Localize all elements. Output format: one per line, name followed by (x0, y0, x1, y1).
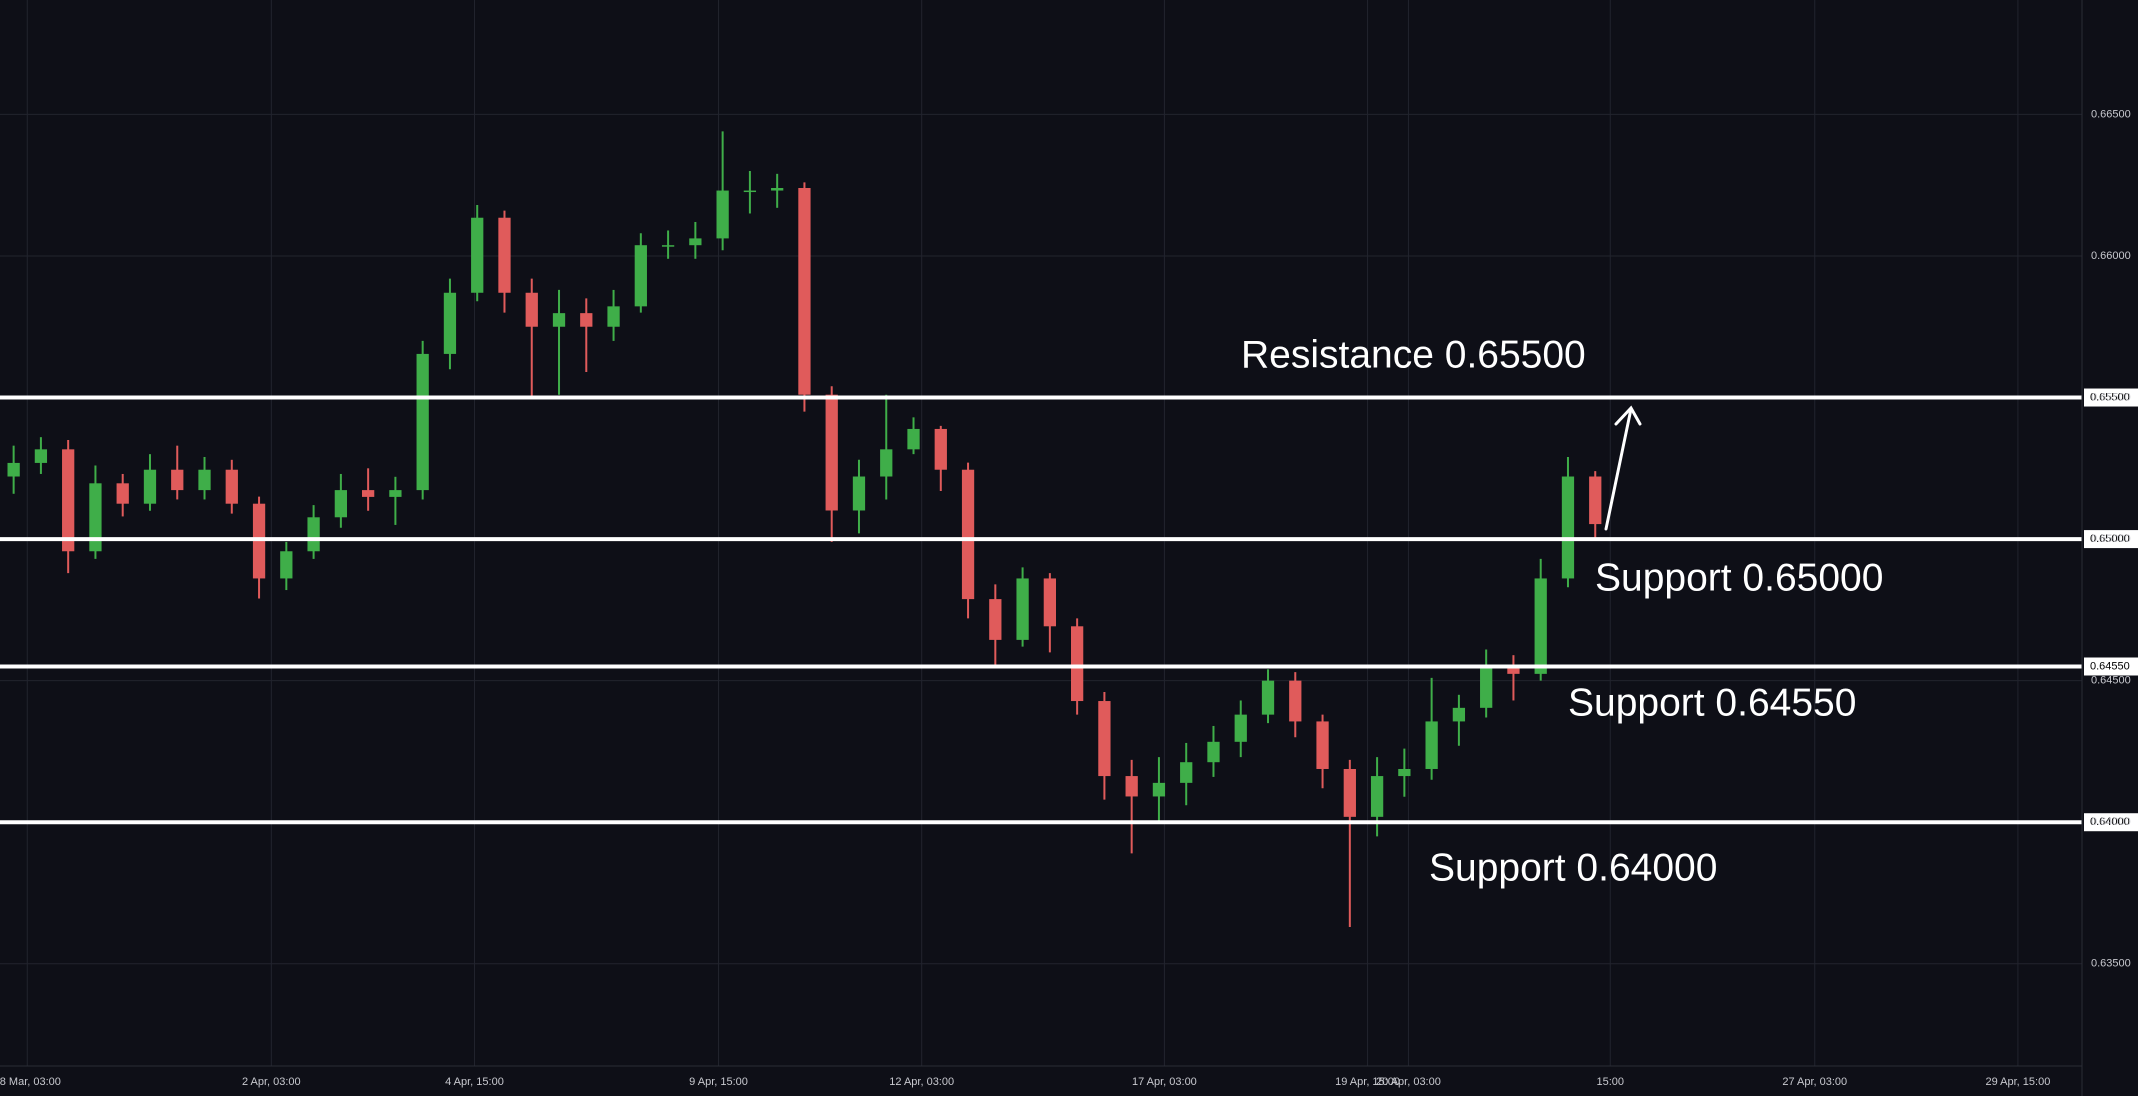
candle-body (498, 217, 511, 293)
candle-body (1452, 707, 1466, 722)
x-tick-label: 4 Apr, 15:00 (445, 1076, 504, 1088)
candle-body (1180, 762, 1193, 783)
candle-body (1561, 476, 1575, 579)
candle-body (771, 188, 784, 191)
candle-body (907, 428, 920, 450)
candle-body (416, 353, 429, 491)
candle-body (1070, 626, 1084, 702)
x-tick-label: 12 Apr, 03:00 (889, 1076, 954, 1088)
candle-body (1261, 680, 1275, 715)
level-price-label: 0.64550 (2090, 660, 2130, 672)
candle-body (716, 190, 729, 239)
arrow-head (1614, 405, 1642, 426)
level-price-label: 0.65000 (2090, 533, 2130, 545)
arrow-shaft (1604, 407, 1633, 531)
level-price-label: 0.65500 (2090, 391, 2130, 403)
candle-body (34, 449, 48, 463)
y-tick-label: 0.65500 (2091, 391, 2131, 403)
candle-body (62, 449, 75, 552)
candle-body (1480, 667, 1493, 708)
candle-body (1398, 768, 1411, 777)
candle-body (1589, 476, 1602, 525)
candle-body (1152, 782, 1166, 797)
candle-body (1016, 578, 1029, 640)
candle-body (1507, 667, 1520, 674)
y-tick-label: 0.63500 (2091, 958, 2131, 970)
level-price-box (2084, 657, 2138, 676)
candle-body (1343, 768, 1356, 817)
candle-body (1234, 714, 1247, 742)
level-annotation: Support 0.65000 (1595, 556, 1883, 599)
candle-body (1534, 578, 1547, 674)
candle-body (634, 245, 647, 307)
y-tick-label: 0.66000 (2091, 250, 2131, 262)
candle-body (661, 245, 675, 247)
x-tick-label: 28 Mar, 03:00 (0, 1076, 61, 1088)
y-tick-label: 0.65000 (2091, 533, 2131, 545)
candle-body (116, 483, 129, 504)
level-annotation: Resistance 0.65500 (1241, 333, 1586, 376)
arrow (1604, 405, 1642, 531)
x-tick-label: 20 Apr, 03:00 (1376, 1076, 1441, 1088)
candle-body (552, 313, 566, 327)
candle-body (389, 490, 402, 497)
candle-body (89, 483, 102, 552)
candle-body (798, 188, 811, 395)
candle-body (1043, 578, 1056, 627)
candle-body (280, 551, 293, 579)
level-annotation: Support 0.64000 (1429, 846, 1717, 889)
candle-body (443, 292, 457, 354)
candle-body (171, 469, 184, 491)
candle-body (689, 238, 702, 246)
x-tick-label: 29 Apr, 15:00 (1985, 1076, 2050, 1088)
x-tick-label: 15:00 (1596, 1076, 1624, 1088)
level-annotation: Support 0.64550 (1568, 681, 1856, 724)
candle-body (961, 469, 975, 600)
x-tick-label: 27 Apr, 03:00 (1782, 1076, 1847, 1088)
candle-body (1316, 721, 1329, 769)
candle-body (580, 313, 593, 327)
candles (7, 131, 1602, 927)
candle-body (198, 469, 211, 491)
y-tick-label: 0.66500 (2091, 108, 2131, 120)
candle-body (225, 469, 238, 504)
level-price-box (2084, 813, 2138, 832)
candle-body (1289, 680, 1302, 722)
candle-body (607, 306, 620, 327)
levels: 0.65500 Resistance 0.65500 0.65000 Support … (0, 333, 2138, 889)
candle-body (1370, 776, 1384, 817)
candle-body (934, 428, 947, 470)
candle-body (1125, 776, 1138, 797)
candle-body (1098, 701, 1111, 777)
level-price-label: 0.64000 (2090, 816, 2130, 828)
x-tick-label: 17 Apr, 03:00 (1132, 1076, 1197, 1088)
candle-body (1425, 721, 1438, 769)
y-tick-label: 0.64500 (2091, 675, 2131, 687)
candle-body (334, 490, 347, 518)
candle-body (307, 517, 320, 552)
candle-body (825, 394, 838, 511)
candle-body (1207, 741, 1220, 763)
x-tick-label: 9 Apr, 15:00 (689, 1076, 748, 1088)
candle-body (471, 217, 484, 293)
level-price-box (2084, 530, 2138, 549)
y-tick-label: 0.64000 (2091, 816, 2131, 828)
level-price-box (2084, 388, 2138, 407)
candle-body (143, 469, 157, 504)
candle-body (525, 292, 538, 327)
candle-body (361, 490, 375, 497)
candle-body (7, 462, 20, 477)
candle-body (852, 476, 866, 511)
x-tick-label: 19 Apr, 15:00 (1335, 1076, 1400, 1088)
x-tick-label: 2 Apr, 03:00 (242, 1076, 301, 1088)
candle-body (989, 599, 1002, 640)
candle-body (880, 449, 893, 477)
candle-body (743, 190, 757, 193)
